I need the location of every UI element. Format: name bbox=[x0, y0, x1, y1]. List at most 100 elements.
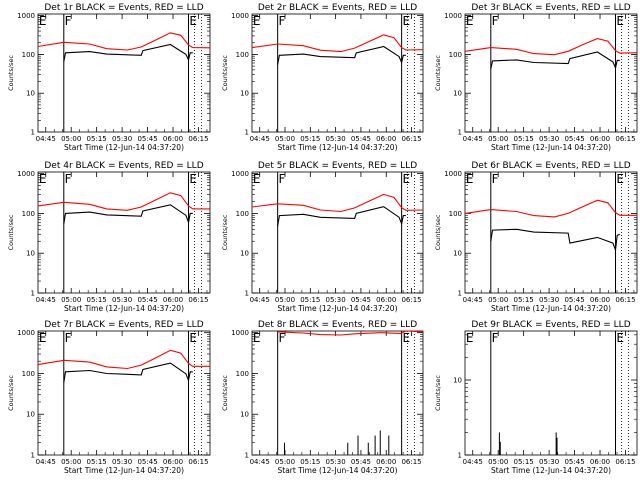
region-marker: F bbox=[65, 14, 72, 28]
y-tick-label: 1 bbox=[31, 452, 35, 460]
region-marker: E bbox=[616, 331, 624, 345]
plot-frame bbox=[251, 171, 424, 294]
x-axis-label: Start Time (12-Jun-14 04:37:20) bbox=[278, 143, 398, 152]
lld-series-line bbox=[37, 349, 210, 370]
x-tick-label: 06:15 bbox=[615, 135, 635, 143]
x-tick-label: 04:45 bbox=[463, 296, 483, 304]
events-series-line bbox=[277, 45, 406, 65]
x-tick-label: 06:00 bbox=[376, 135, 396, 143]
x-tick-label: 05:00 bbox=[488, 296, 508, 304]
x-tick-label: 05:30 bbox=[326, 135, 346, 143]
x-tick-label: 05:45 bbox=[351, 458, 371, 466]
x-tick-label: 04:45 bbox=[36, 296, 56, 304]
y-tick-label: 100 bbox=[236, 210, 249, 218]
detector-panel-6: Det 6r BLACK = Events, RED = LLD 1 10 100 10… bbox=[434, 161, 638, 313]
region-marker: E bbox=[466, 14, 474, 28]
detector-panel-7: Det 7r BLACK = Events, RED = LLD 1 10 100 10… bbox=[7, 320, 211, 475]
y-tick-label: 1000 bbox=[17, 329, 35, 337]
y-tick-label: 10 bbox=[453, 250, 462, 258]
y-tick-label: 100 bbox=[236, 51, 249, 59]
plot-frame bbox=[464, 13, 638, 133]
y-axis-label: Counts/sec bbox=[7, 214, 15, 250]
lld-series-line bbox=[251, 193, 424, 213]
x-tick-label: 06:00 bbox=[590, 458, 610, 466]
x-tick-label: 04:45 bbox=[463, 458, 483, 466]
region-marker: E bbox=[253, 172, 261, 186]
y-tick-label: 1000 bbox=[231, 12, 249, 20]
region-marker: F bbox=[492, 172, 499, 186]
x-tick-label: 05:45 bbox=[351, 135, 371, 143]
y-tick-label: 1 bbox=[31, 129, 35, 137]
events-series-line bbox=[277, 206, 406, 227]
x-tick-label: 06:00 bbox=[376, 296, 396, 304]
y-tick-label: 1 bbox=[245, 290, 249, 298]
panel-title: Det 2r BLACK = Events, RED = LLD bbox=[258, 3, 417, 13]
x-tick-label: 06:15 bbox=[401, 135, 421, 143]
x-axis-label: Start Time (12-Jun-14 04:37:20) bbox=[278, 304, 398, 313]
region-marker: E bbox=[616, 172, 624, 186]
x-tick-label: 06:00 bbox=[163, 135, 183, 143]
panel-title: Det 6r BLACK = Events, RED = LLD bbox=[471, 161, 630, 171]
x-tick-label: 05:30 bbox=[539, 296, 559, 304]
region-marker: E bbox=[39, 331, 47, 345]
region-marker: F bbox=[65, 172, 72, 186]
x-tick-label: 04:45 bbox=[463, 135, 483, 143]
y-axis-label: Counts/sec bbox=[434, 214, 442, 250]
panel-title: Det 1r BLACK = Events, RED = LLD bbox=[44, 3, 203, 13]
lld-series-line bbox=[277, 330, 424, 336]
y-axis-label: Counts/sec bbox=[221, 214, 229, 250]
x-tick-label: 05:45 bbox=[137, 296, 157, 304]
events-series-line bbox=[63, 204, 193, 225]
x-tick-label: 05:30 bbox=[539, 458, 559, 466]
y-tick-label: 10 bbox=[240, 411, 249, 419]
y-tick-label: 1000 bbox=[231, 170, 249, 178]
events-series-line bbox=[490, 228, 621, 251]
y-tick-label: 100 bbox=[22, 51, 35, 59]
x-tick-label: 05:00 bbox=[61, 296, 81, 304]
y-tick-label: 1 bbox=[245, 452, 249, 460]
y-tick-label: 1000 bbox=[444, 170, 462, 178]
x-axis-label: Start Time (12-Jun-14 04:37:20) bbox=[491, 143, 611, 152]
detector-panel-8: Det 8r BLACK = Events, RED = LLD 1 10 100 10… bbox=[221, 320, 424, 475]
y-tick-label: 1 bbox=[31, 290, 35, 298]
lld-series-line bbox=[464, 199, 637, 218]
x-tick-label: 05:15 bbox=[514, 458, 534, 466]
x-tick-label: 05:45 bbox=[137, 458, 157, 466]
x-tick-label: 06:15 bbox=[615, 296, 635, 304]
x-tick-label: 05:15 bbox=[300, 296, 320, 304]
x-tick-label: 06:00 bbox=[590, 135, 610, 143]
x-tick-label: 05:15 bbox=[87, 458, 107, 466]
x-tick-label: 04:45 bbox=[250, 458, 270, 466]
y-tick-label: 100 bbox=[449, 210, 462, 218]
x-tick-label: 05:30 bbox=[112, 296, 132, 304]
x-tick-label: 05:15 bbox=[300, 458, 320, 466]
region-marker: E bbox=[39, 14, 47, 28]
detector-panel-2: Det 2r BLACK = Events, RED = LLD 1 10 100 10… bbox=[221, 3, 424, 152]
y-tick-label: 1000 bbox=[444, 12, 462, 20]
x-tick-label: 06:15 bbox=[188, 296, 208, 304]
panel-title: Det 5r BLACK = Events, RED = LLD bbox=[258, 161, 417, 171]
y-tick-label: 100 bbox=[22, 370, 35, 378]
x-tick-label: 06:00 bbox=[590, 296, 610, 304]
plot-frame bbox=[251, 13, 424, 133]
region-marker: E bbox=[39, 172, 47, 186]
region-marker: F bbox=[492, 331, 499, 345]
x-tick-label: 05:15 bbox=[87, 296, 107, 304]
y-tick-label: 1 bbox=[245, 129, 249, 137]
region-marker: E bbox=[402, 331, 410, 345]
x-tick-label: 06:15 bbox=[615, 458, 635, 466]
events-series-line bbox=[490, 51, 620, 70]
x-tick-label: 04:45 bbox=[250, 135, 270, 143]
detector-panel-4: Det 4r BLACK = Events, RED = LLD 1 10 100 10… bbox=[7, 161, 211, 313]
region-marker: E bbox=[253, 331, 261, 345]
y-axis-label: Counts/sec bbox=[434, 375, 442, 411]
panel-title: Det 3r BLACK = Events, RED = LLD bbox=[471, 3, 630, 13]
region-marker: E bbox=[189, 331, 197, 345]
y-axis-label: Counts/sec bbox=[221, 375, 229, 411]
y-axis-label: Counts/sec bbox=[434, 55, 442, 91]
lld-series-line bbox=[37, 192, 210, 211]
x-axis-label: Start Time (12-Jun-14 04:37:20) bbox=[278, 466, 398, 475]
x-tick-label: 05:00 bbox=[488, 458, 508, 466]
y-tick-label: 1000 bbox=[231, 329, 249, 337]
x-tick-label: 06:15 bbox=[188, 135, 208, 143]
